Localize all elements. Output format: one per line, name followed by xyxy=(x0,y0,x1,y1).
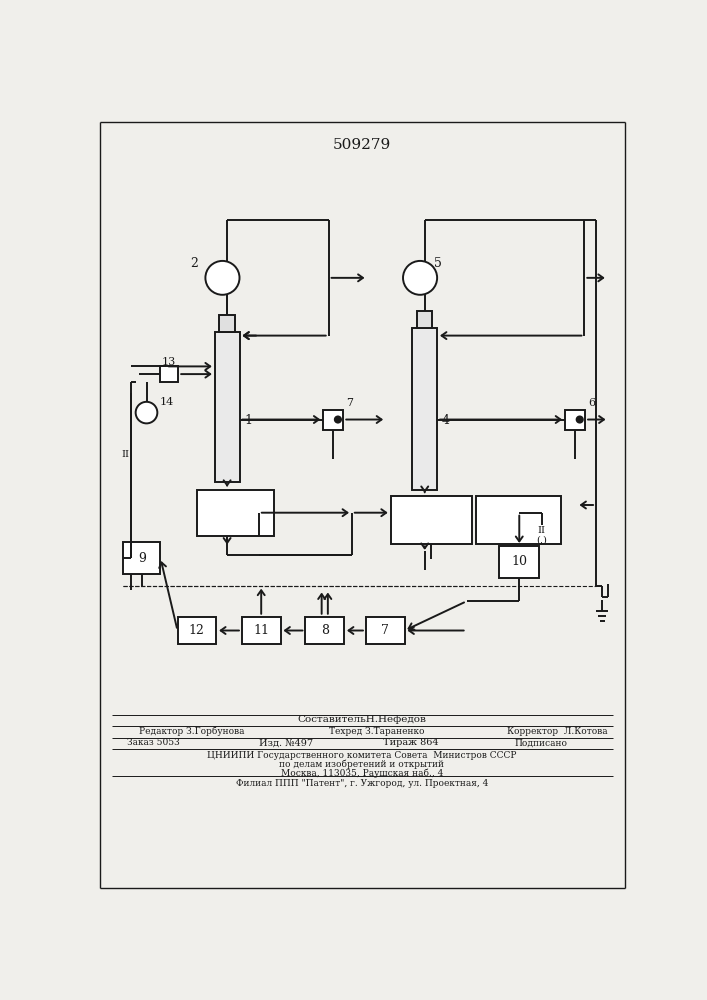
Text: II: II xyxy=(538,526,546,535)
Text: ЦНИИПИ Государственного комитета Совета  Министров СССР: ЦНИИПИ Государственного комитета Совета … xyxy=(207,751,517,760)
Bar xyxy=(197,490,274,536)
Text: Техред З.Тараненко: Техред З.Тараненко xyxy=(329,727,424,736)
Bar xyxy=(417,311,433,328)
Bar xyxy=(305,617,344,644)
Text: 14: 14 xyxy=(160,397,174,407)
Bar xyxy=(476,496,561,544)
Bar xyxy=(215,332,240,482)
Bar xyxy=(123,542,160,574)
Bar xyxy=(160,366,178,382)
Polygon shape xyxy=(575,411,583,428)
Text: 2: 2 xyxy=(190,257,198,270)
Circle shape xyxy=(335,416,341,423)
Circle shape xyxy=(577,416,583,423)
Polygon shape xyxy=(333,411,341,428)
Text: II: II xyxy=(122,450,129,459)
Bar xyxy=(242,617,281,644)
Text: 13: 13 xyxy=(161,357,175,367)
Text: 9: 9 xyxy=(138,552,146,565)
Polygon shape xyxy=(161,368,169,380)
Polygon shape xyxy=(566,411,575,428)
Bar xyxy=(391,496,472,544)
Bar xyxy=(323,410,344,430)
Text: Редактор З.Горбунова: Редактор З.Горбунова xyxy=(139,727,244,736)
Text: (,): (,) xyxy=(537,535,547,544)
Text: 509279: 509279 xyxy=(333,138,391,152)
Text: Заказ 5053: Заказ 5053 xyxy=(127,738,180,747)
Text: Москва, 113035, Раушская наб., 4: Москва, 113035, Раушская наб., 4 xyxy=(281,768,443,778)
Text: 7: 7 xyxy=(346,398,354,408)
Text: по делам изобретений и открытий: по делам изобретений и открытий xyxy=(279,760,445,769)
Polygon shape xyxy=(325,411,333,428)
Polygon shape xyxy=(146,408,156,417)
Polygon shape xyxy=(169,368,177,380)
Text: 4: 4 xyxy=(442,414,450,427)
Text: 12: 12 xyxy=(189,624,205,637)
Circle shape xyxy=(206,261,240,295)
Polygon shape xyxy=(137,408,146,417)
Text: СоставительН.Нефедов: СоставительН.Нефедов xyxy=(298,715,426,724)
Text: Подписано: Подписано xyxy=(515,738,568,747)
Bar xyxy=(565,410,585,430)
Bar xyxy=(412,328,437,490)
Text: Филиал ППП "Патент", г. Ужгород, ул. Проектная, 4: Филиал ППП "Патент", г. Ужгород, ул. Про… xyxy=(235,779,488,788)
Text: 1: 1 xyxy=(244,414,252,427)
Text: 11: 11 xyxy=(253,624,269,637)
Text: Тираж 864: Тираж 864 xyxy=(383,738,438,747)
Bar xyxy=(219,315,235,332)
Text: 5: 5 xyxy=(434,257,442,270)
Text: 10: 10 xyxy=(511,555,527,568)
Text: Корректор  Л.Котова: Корректор Л.Котова xyxy=(507,727,607,736)
Bar xyxy=(499,546,539,578)
Circle shape xyxy=(136,402,158,423)
Circle shape xyxy=(403,261,437,295)
Text: Изд. №497: Изд. №497 xyxy=(259,738,313,747)
Text: 8: 8 xyxy=(321,624,329,637)
Text: 6: 6 xyxy=(588,398,595,408)
Text: 7: 7 xyxy=(381,624,389,637)
Bar xyxy=(177,617,216,644)
Bar xyxy=(366,617,404,644)
